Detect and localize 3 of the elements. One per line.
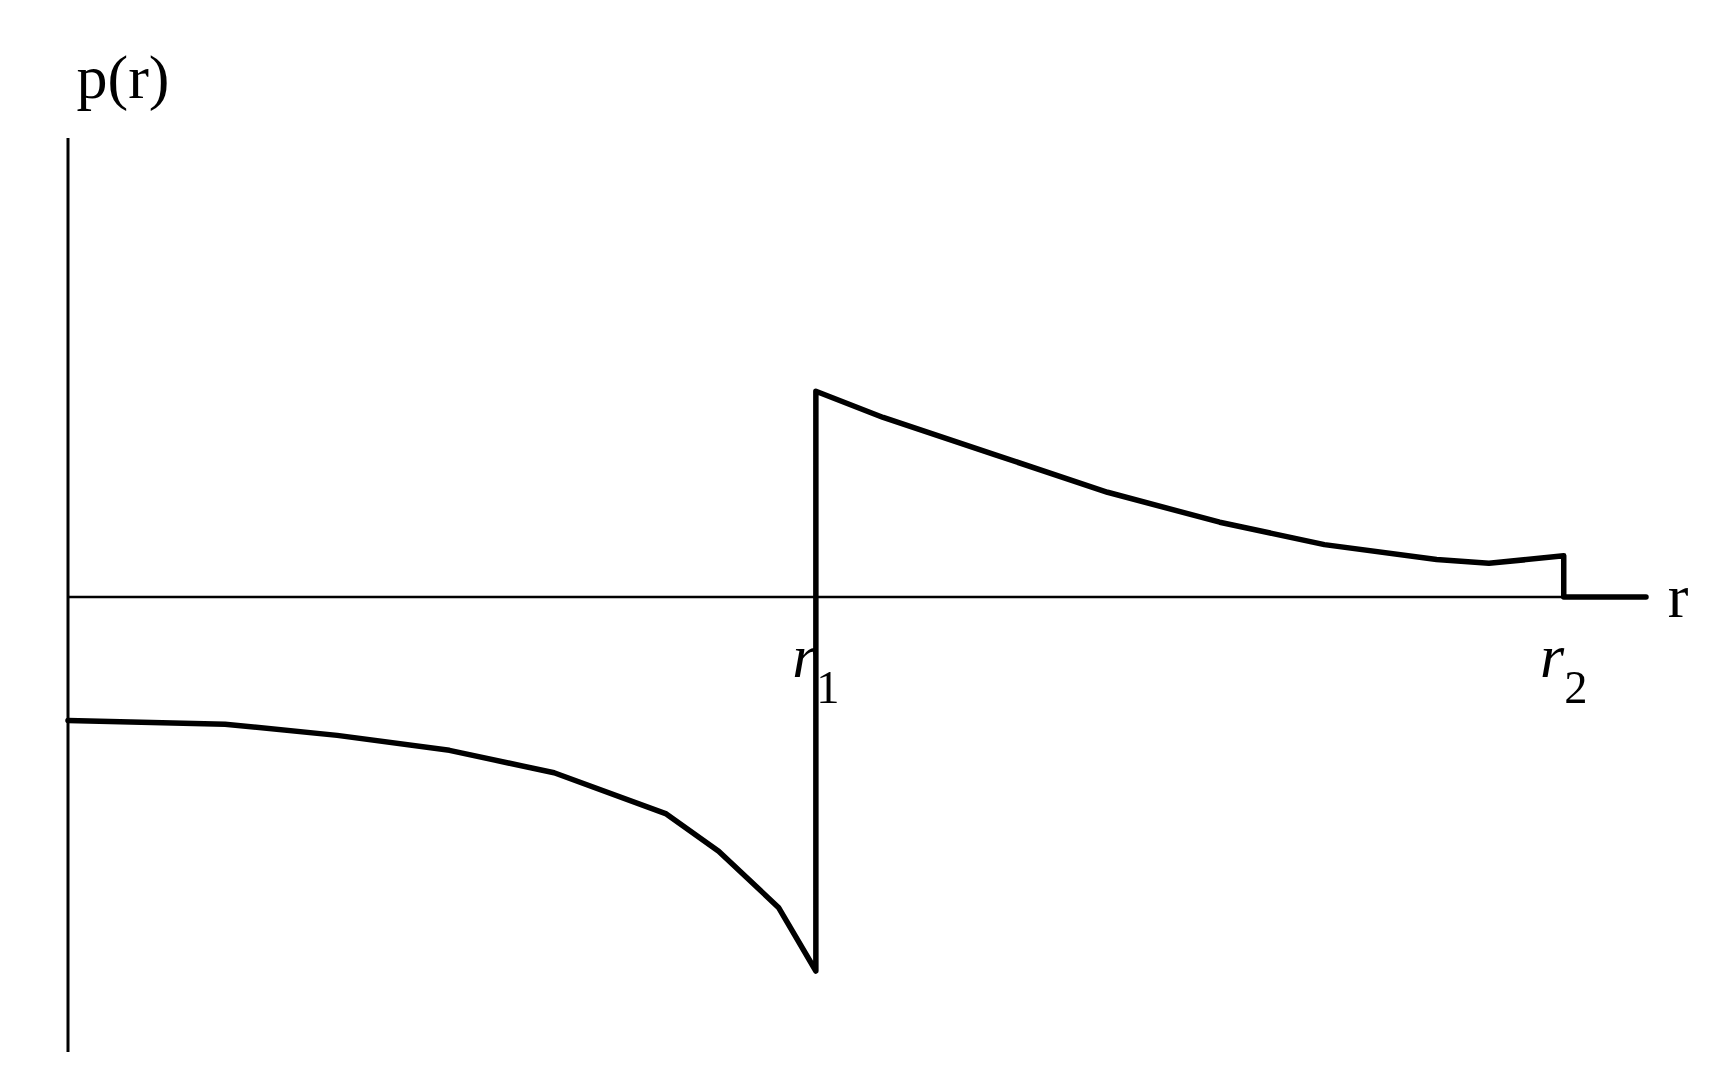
x-axis-title: r: [1667, 562, 1689, 630]
x-tick-label: r$_{2}$: [1540, 622, 1588, 713]
y-axis-title: p(r): [76, 43, 170, 112]
